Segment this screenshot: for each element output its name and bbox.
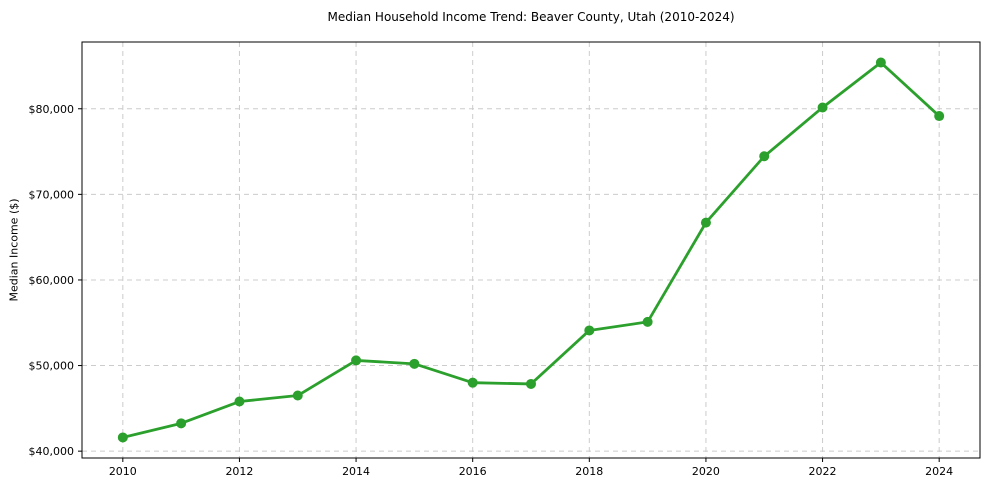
data-point-2019 [642,316,653,327]
data-point-2010 [117,432,128,443]
data-point-2013 [292,390,303,401]
x-tick-label: 2014 [342,465,370,478]
data-point-2015 [409,358,420,369]
data-point-2024 [934,111,945,122]
data-point-2020 [700,217,711,228]
data-point-2014 [351,355,362,366]
data-point-2017 [526,378,536,389]
data-point-2023 [875,57,886,68]
x-tick-label: 2010 [109,465,137,478]
y-tick-label: $80,000 [29,103,75,116]
x-tick-label: 2022 [809,465,837,478]
data-point-2012 [234,396,245,407]
data-point-2011 [176,418,187,429]
data-point-2018 [584,325,595,336]
x-tick-label: 2024 [925,465,953,478]
chart-title: Median Household Income Trend: Beaver Co… [327,10,735,24]
data-point-2021 [759,151,770,162]
x-tick-label: 2016 [459,465,487,478]
y-tick-label: $60,000 [29,274,75,287]
data-point-2016 [467,377,478,388]
x-tick-label: 2018 [575,465,603,478]
y-tick-label: $50,000 [29,360,75,373]
y-tick-label: $70,000 [29,188,75,201]
x-tick-label: 2012 [225,465,253,478]
x-tick-label: 2020 [692,465,720,478]
data-point-2022 [817,102,828,113]
plot-border [81,41,981,459]
y-tick-label: $40,000 [29,445,75,458]
